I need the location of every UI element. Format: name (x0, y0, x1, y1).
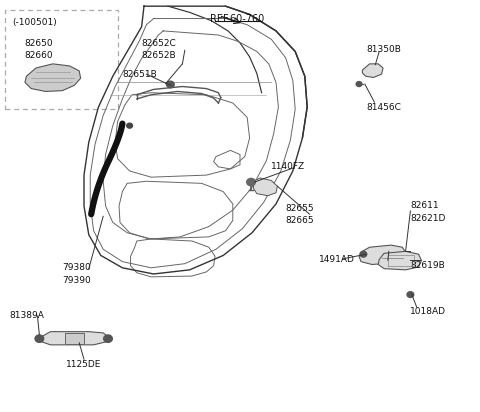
Text: 79390: 79390 (62, 276, 91, 285)
Text: 82619B: 82619B (410, 261, 445, 270)
Text: 79380: 79380 (62, 263, 91, 272)
Circle shape (127, 123, 132, 128)
Text: 82655: 82655 (286, 204, 314, 213)
Circle shape (360, 251, 367, 257)
Polygon shape (359, 245, 406, 265)
Text: 82665: 82665 (286, 216, 314, 225)
Circle shape (35, 335, 44, 342)
Text: 1125DE: 1125DE (66, 360, 102, 369)
Text: 82650: 82650 (24, 39, 53, 48)
Text: 1018AD: 1018AD (410, 307, 446, 316)
Polygon shape (25, 64, 81, 91)
Circle shape (104, 335, 112, 342)
Text: 82652B: 82652B (142, 51, 176, 60)
Text: 81389A: 81389A (9, 311, 44, 320)
Polygon shape (253, 178, 277, 196)
Text: REF.60-760: REF.60-760 (210, 14, 265, 23)
Text: 82621D: 82621D (410, 214, 446, 223)
Circle shape (167, 81, 174, 88)
Text: 82660: 82660 (24, 51, 53, 60)
Polygon shape (378, 251, 421, 270)
Circle shape (407, 292, 414, 297)
Text: 82652C: 82652C (142, 39, 176, 48)
Text: 81350B: 81350B (367, 45, 401, 54)
Circle shape (356, 82, 362, 87)
Text: 1140FZ: 1140FZ (271, 162, 305, 171)
Polygon shape (362, 64, 383, 77)
Polygon shape (65, 333, 84, 344)
Polygon shape (42, 332, 108, 345)
Text: (-100501): (-100501) (12, 18, 57, 27)
Text: 82651B: 82651B (122, 70, 157, 79)
Text: 1491AD: 1491AD (319, 255, 355, 264)
Text: 82611: 82611 (410, 201, 439, 211)
Text: 81456C: 81456C (367, 103, 401, 112)
Circle shape (247, 178, 255, 186)
